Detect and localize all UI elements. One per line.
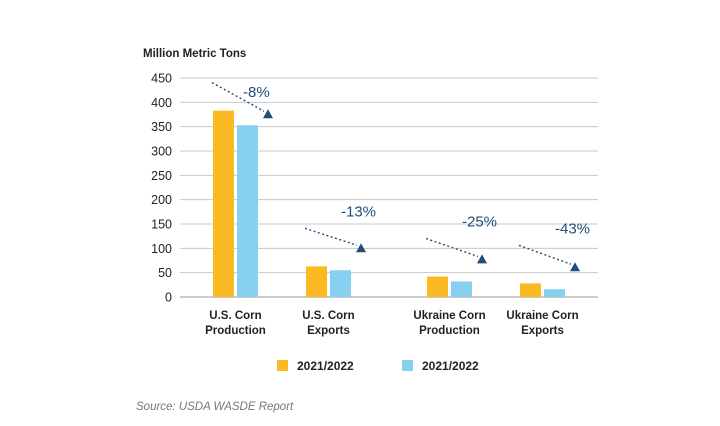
annotation-arrow-line: [211, 81, 265, 112]
annotation-arrowhead: [477, 254, 487, 264]
legend-label: 2021/2022: [297, 359, 354, 373]
category-labels: U.S. Corn Production U.S. Corn Exports Ukrai…: [205, 310, 578, 337]
bar: [427, 276, 448, 297]
y-tick-label: 200: [151, 193, 172, 207]
bars: [213, 110, 565, 298]
annotation-arrow-line: [304, 227, 358, 246]
annotation-arrowhead: [570, 262, 580, 272]
annotation-label: -13%: [341, 203, 376, 220]
legend-swatch: [277, 360, 288, 371]
y-tick-label: 150: [151, 218, 172, 232]
annotation-arrow-line: [425, 237, 479, 258]
legend-label: 2021/2022: [422, 359, 479, 373]
annotation-label: -43%: [555, 220, 590, 237]
annotation-arrowhead: [356, 243, 366, 253]
legend-swatch: [402, 360, 413, 371]
y-tick-label: 0: [165, 291, 172, 305]
bar: [544, 289, 565, 297]
category-label: Exports: [307, 325, 350, 337]
category-label: Ukraine Corn: [413, 310, 485, 322]
y-tick-label: 400: [151, 96, 172, 110]
bar: [520, 283, 541, 297]
y-tick-label: 250: [151, 169, 172, 183]
category-label: Exports: [521, 325, 564, 337]
annotation-arrowhead: [263, 109, 273, 119]
category-label: Production: [205, 325, 266, 337]
legend: 2021/2022 2021/2022: [277, 359, 479, 373]
bar: [237, 125, 258, 297]
category-label: U.S. Corn: [302, 310, 354, 322]
bar: [451, 281, 472, 297]
y-tick-labels: 0 50 100 150 200 250 300 350 400 450: [151, 72, 172, 305]
y-tick-label: 350: [151, 120, 172, 134]
category-label: U.S. Corn: [209, 310, 261, 322]
change-annotations: -8% -13% -25% -43%: [211, 81, 590, 272]
bar: [306, 266, 327, 297]
y-tick-label: 450: [151, 72, 172, 86]
y-tick-label: 100: [151, 242, 172, 256]
bar: [213, 110, 234, 298]
annotation-label: -8%: [243, 84, 270, 101]
bar: [330, 270, 351, 297]
category-label: Production: [419, 325, 480, 337]
annotation-arrow-line: [518, 244, 572, 265]
annotation-label: -25%: [462, 214, 497, 231]
y-tick-label: 300: [151, 145, 172, 159]
y-tick-label: 50: [158, 266, 172, 280]
source-note: Source: USDA WASDE Report: [136, 401, 294, 413]
y-axis-label: Million Metric Tons: [143, 48, 246, 60]
category-label: Ukraine Corn: [506, 310, 578, 322]
